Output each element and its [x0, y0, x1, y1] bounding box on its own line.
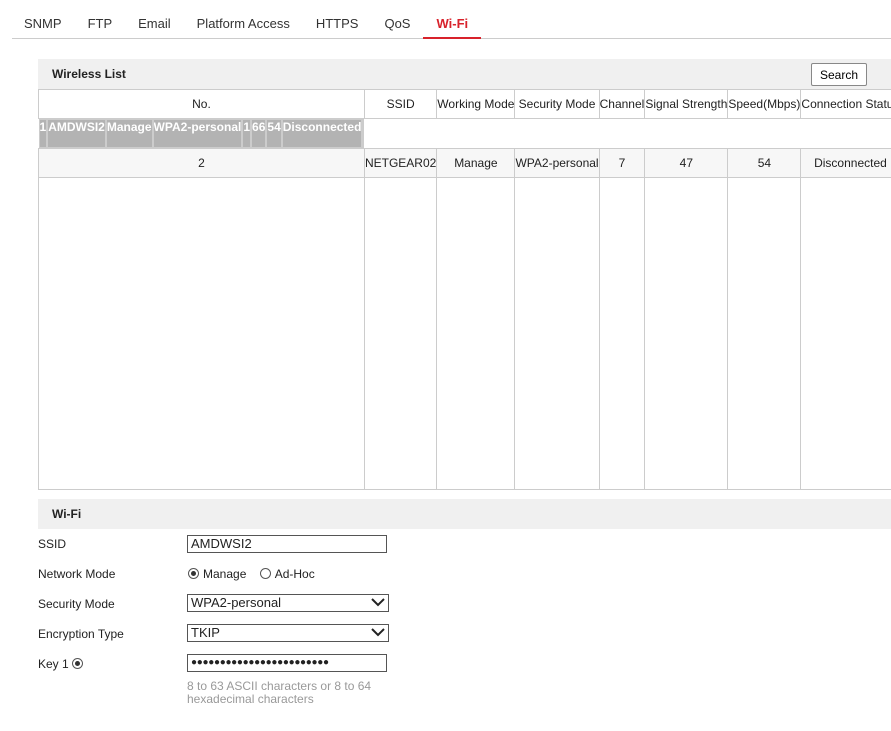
- key1-input[interactable]: ●●●●●●●●●●●●●●●●●●●●●●●●: [187, 654, 387, 672]
- encryption-type-label: Encryption Type: [38, 627, 124, 641]
- table-cell: AMDWSI2: [47, 119, 106, 148]
- empty-cell: [514, 177, 600, 490]
- key1-label-group: Key 1: [38, 657, 87, 671]
- search-button[interactable]: Search: [811, 63, 867, 86]
- empty-cell: [644, 177, 729, 490]
- tab-qos[interactable]: QoS: [384, 16, 411, 31]
- table-row[interactable]: 1 AMDWSI2 Manage WPA2-personal 1 66 54 Disconne…: [38, 119, 365, 148]
- security-mode-value: WPA2-personal: [191, 595, 282, 610]
- table-cell: WPA2-personal: [514, 148, 600, 178]
- column-header: Signal Strength: [644, 89, 729, 119]
- network-mode-group: Manage Ad-Hoc: [188, 567, 315, 581]
- table-cell: [362, 119, 365, 148]
- key1-label: Key 1: [38, 657, 69, 671]
- table-cell: Disconnected: [281, 119, 363, 148]
- table-cell: Manage: [436, 148, 516, 178]
- chevron-down-icon: [371, 625, 385, 641]
- table-cell: 7: [598, 148, 646, 178]
- table-cell: 47: [644, 148, 729, 178]
- ssid-input[interactable]: AMDWSI2: [187, 535, 387, 553]
- wifi-section-header: Wi-Fi: [38, 499, 891, 529]
- manage-radio[interactable]: [188, 568, 199, 579]
- column-header: Working Mode: [436, 89, 516, 119]
- table-cell: 1: [38, 119, 48, 148]
- manage-label: Manage: [203, 567, 247, 581]
- empty-cell: [363, 177, 438, 490]
- network-mode-label: Network Mode: [38, 567, 116, 581]
- empty-row: [38, 177, 891, 490]
- empty-cell: [436, 177, 516, 490]
- table-cell: 66: [251, 119, 267, 148]
- wireless-list-title: Wireless List: [52, 67, 126, 81]
- table-cell: WPA2-personal: [152, 119, 243, 148]
- table-cell: 1: [242, 119, 252, 148]
- adhoc-radio[interactable]: [259, 568, 271, 579]
- table-cell: 54: [266, 119, 282, 148]
- column-header: No.: [38, 89, 365, 119]
- table-cell: 2: [38, 148, 365, 178]
- column-header: Connection Status: [800, 89, 891, 119]
- column-header: Channel: [598, 89, 646, 119]
- wireless-table: No. SSID Working Mode Security Mode Channel S…: [38, 89, 891, 490]
- tab-platform-access[interactable]: Platform Access: [196, 16, 290, 31]
- wifi-section-title: Wi-Fi: [52, 507, 82, 521]
- empty-cell: [800, 177, 891, 490]
- adhoc-label: Ad-Hoc: [274, 567, 315, 581]
- table-cell: NETGEAR02: [363, 148, 438, 178]
- security-mode-label: Security Mode: [38, 597, 115, 611]
- tab-wifi[interactable]: Wi-Fi: [423, 0, 482, 39]
- wireless-list-header: Wireless List Search: [38, 59, 891, 89]
- empty-cell: [727, 177, 802, 490]
- tab-email[interactable]: Email: [138, 16, 171, 31]
- key-hint: 8 to 63 ASCII characters or 8 to 64 hexa…: [187, 679, 372, 706]
- encryption-type-value: TKIP: [191, 625, 220, 640]
- empty-cell: [38, 177, 365, 490]
- chevron-down-icon: [371, 595, 385, 611]
- table-cell: Disconnected: [800, 148, 891, 178]
- column-header: Speed(Mbps): [727, 89, 802, 119]
- table-cell: Manage: [105, 119, 153, 148]
- encryption-type-select[interactable]: TKIP: [187, 624, 389, 642]
- key1-radio[interactable]: [72, 658, 84, 669]
- column-header: SSID: [363, 89, 438, 119]
- column-header: Security Mode: [514, 89, 600, 119]
- tab-bar: SNMP FTP Email Platform Access HTTPS QoS…: [12, 0, 891, 39]
- tab-snmp[interactable]: SNMP: [24, 16, 62, 31]
- empty-cell: [598, 177, 646, 490]
- security-mode-select[interactable]: WPA2-personal: [187, 594, 389, 612]
- ssid-label: SSID: [38, 537, 67, 551]
- table-cell: 54: [727, 148, 802, 178]
- table-row[interactable]: 2 NETGEAR02 Manage WPA2-personal 7 47 54 Discon…: [38, 148, 891, 178]
- tab-ftp[interactable]: FTP: [87, 16, 113, 31]
- tab-https[interactable]: HTTPS: [315, 16, 359, 31]
